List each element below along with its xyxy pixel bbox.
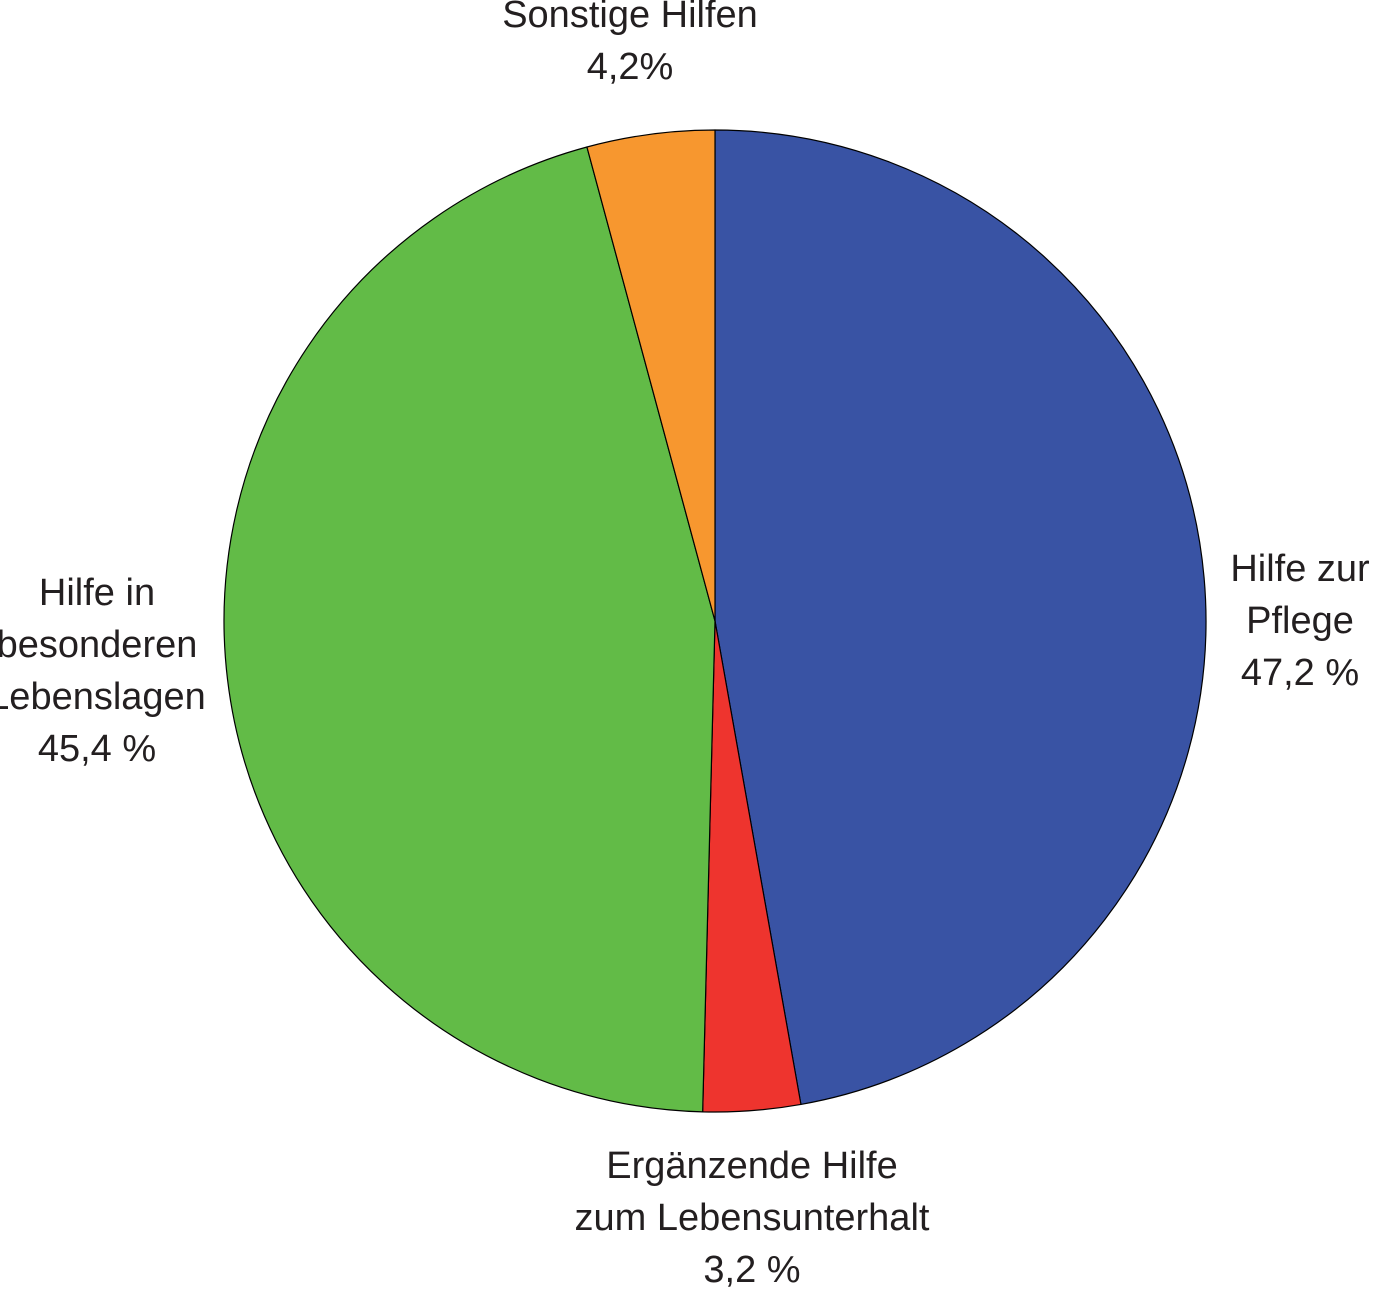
- pie-category-label-line: Ergänzende Hilfe: [606, 1145, 898, 1187]
- pie-value-label: 47,2 %: [1241, 652, 1359, 694]
- pie-slices: [223, 129, 1207, 1113]
- pie-label-lebenslagen: Hilfe in besonderen Lebenslagen 45,4 %: [0, 572, 206, 770]
- pie-category-label-line: Lebenslagen: [0, 676, 206, 718]
- pie-label-sonstige: Sonstige Hilfen 4,2%: [502, 0, 758, 88]
- pie-slice-pflege: [714, 129, 1207, 1106]
- pie-category-label-line: Pflege: [1246, 600, 1354, 642]
- pie-value-label: 45,4 %: [38, 728, 156, 770]
- pie-category-label-line: besonderen: [0, 624, 197, 666]
- pie-slice-sonstige: [586, 129, 716, 622]
- pie-slice-lebenslagen: [223, 146, 716, 1113]
- pie-label-lebensunterhalt: Ergänzende Hilfe zum Lebensunterhalt 3,2 %: [575, 1145, 930, 1291]
- pie-category-label-line: Hilfe in: [39, 572, 155, 614]
- pie-category-label-line: Hilfe zur: [1230, 548, 1370, 590]
- pie-label-pflege: Hilfe zur Pflege 47,2 %: [1230, 548, 1370, 694]
- pie-category-label-line: zum Lebensunterhalt: [575, 1197, 930, 1239]
- pie-value-label: 4,2%: [587, 46, 674, 88]
- pie-category-label-line: Sonstige Hilfen: [502, 0, 758, 36]
- pie-value-label: 3,2 %: [703, 1249, 800, 1291]
